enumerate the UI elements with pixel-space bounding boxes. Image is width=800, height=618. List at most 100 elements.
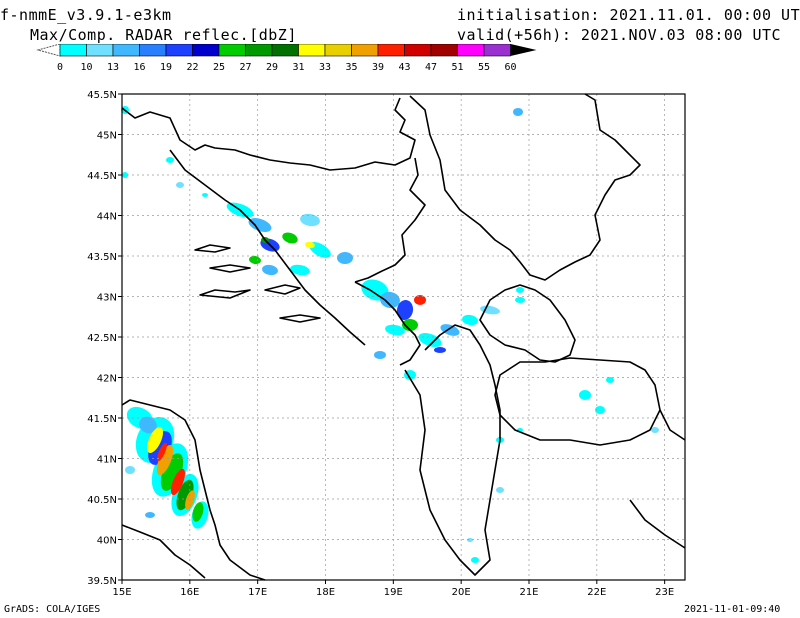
lon-label: 16E <box>180 587 199 598</box>
country-borders <box>121 93 686 581</box>
reflectivity-cell <box>385 324 405 336</box>
colorbar-tick-label: 10 <box>80 62 92 73</box>
reflectivity-cell <box>480 305 500 315</box>
border-macedonia <box>494 357 661 446</box>
reflectivity-cell <box>262 264 278 276</box>
lat-label: 43N <box>97 293 117 304</box>
lat-label: 40N <box>97 536 117 547</box>
init-time: initialisation: 2021.11.01. 00:00 UTC <box>457 6 800 24</box>
reflectivity-cell <box>496 487 504 493</box>
reflectivity-cell <box>414 295 426 305</box>
reflectivity-cell <box>513 108 523 116</box>
reflectivity-cell <box>440 324 460 336</box>
reflectivity-cell <box>396 300 414 320</box>
island-3 <box>279 314 321 323</box>
island-5 <box>264 284 301 295</box>
coast-italy-south <box>121 524 206 579</box>
reflectivity-cell <box>402 319 418 331</box>
reflectivity-cell <box>516 287 524 293</box>
reflectivity-cell <box>515 297 525 303</box>
reflectivity-cell <box>300 213 320 227</box>
colorbar-tick-label: 13 <box>107 62 119 73</box>
reflectivity-cell <box>122 172 128 178</box>
lon-label: 18E <box>316 587 335 598</box>
footer-grads-credit: GrADS: COLA/IGES <box>4 604 101 615</box>
border-croatia-bosnia <box>354 157 426 283</box>
longitude-labels: 15E 16E 17E 18E 19E 20E 21E 22E 23E <box>112 587 674 598</box>
colorbar-tick-label: 33 <box>319 62 331 73</box>
lat-label: 40.5N <box>87 495 117 506</box>
reflectivity-cell <box>462 314 478 326</box>
lon-label: 20E <box>452 587 471 598</box>
lat-label: 41.5N <box>87 414 117 425</box>
reflectivity-cell <box>434 347 446 353</box>
reflectivity-cell <box>145 512 155 518</box>
border-bosnia-west <box>169 149 366 346</box>
reflectivity-cell <box>248 218 272 232</box>
lat-label: 42N <box>97 374 117 385</box>
border-serbia-east <box>409 93 641 281</box>
reflectivity-cell <box>337 252 353 264</box>
reflectivity-cell <box>606 377 614 383</box>
lat-label: 41N <box>97 455 117 466</box>
border-greece-north <box>659 409 686 441</box>
lat-label: 43.5N <box>87 252 117 263</box>
color-scale-legend: 0 10 13 16 19 22 25 27 29 31 33 35 39 43 47 51 55 60 <box>36 44 537 73</box>
reflectivity-cell <box>374 351 386 359</box>
reflectivity-cell <box>146 427 164 453</box>
colorbar-tick-label: 27 <box>239 62 251 73</box>
colorbar-tick-label: 29 <box>266 62 278 73</box>
border-montenegro <box>354 281 421 366</box>
reflectivity-cell <box>176 182 184 188</box>
reflectivity-cell <box>171 468 185 496</box>
lat-label: 42.5N <box>87 333 117 344</box>
lon-label: 21E <box>519 587 538 598</box>
colorbar-tick-label: 22 <box>186 62 198 73</box>
colorbar-tick-label: 31 <box>292 62 304 73</box>
border-kosovo <box>479 284 576 363</box>
lat-label: 44N <box>97 212 117 223</box>
reflectivity-cell <box>176 479 194 511</box>
reflectivity-cell <box>192 502 204 522</box>
reflectivity-cell <box>305 241 315 249</box>
island-2 <box>209 264 251 273</box>
model-name: f-nmmE_v3.9.1-e3km <box>0 6 172 24</box>
colorbar-tick-label: 39 <box>372 62 384 73</box>
latitude-labels: 45.5N 45N 44.5N 44N 43.5N 43N 42.5N 42N 41.5N 41N… <box>87 90 117 587</box>
colorbar-tick-label: 43 <box>398 62 410 73</box>
reflectivity-cell <box>290 264 310 276</box>
reflectivity-cell <box>471 557 479 563</box>
reflectivity-cell <box>166 157 174 163</box>
reflectivity-cell <box>156 444 174 476</box>
lon-label: 19E <box>384 587 403 598</box>
lat-label: 45N <box>97 131 117 142</box>
reflectivity-cell <box>249 255 261 265</box>
colorbar-tick-label: 55 <box>478 62 490 73</box>
lat-label: 39.5N <box>87 576 117 587</box>
island-4 <box>194 244 231 253</box>
border-croatia-north <box>121 97 416 171</box>
colorbar-tick-label: 47 <box>425 62 437 73</box>
coast-italy <box>121 399 266 581</box>
reflectivity-cell <box>380 291 400 309</box>
island-1 <box>199 289 251 299</box>
reflectivity-cell <box>157 442 167 462</box>
reflectivity-cell <box>467 538 473 542</box>
reflectivity-cell <box>595 406 605 414</box>
lon-label: 23E <box>655 587 674 598</box>
lat-label: 44.5N <box>87 171 117 182</box>
reflectivity-cell <box>282 232 298 244</box>
colorbar-tick-label: 60 <box>504 62 516 73</box>
lon-label: 17E <box>248 587 267 598</box>
reflectivity-cell <box>418 333 442 347</box>
map-frame <box>121 93 686 581</box>
border-albania <box>404 324 501 576</box>
coast-greece <box>629 499 686 549</box>
lon-label: 22E <box>587 587 606 598</box>
reflectivity-cell <box>651 427 659 433</box>
reflectivity-cell <box>202 193 208 197</box>
lon-label: 15E <box>112 587 131 598</box>
field-title: Max/Comp. RADAR reflec.[dbZ] <box>30 26 297 44</box>
reflectivity-cell <box>139 416 157 434</box>
